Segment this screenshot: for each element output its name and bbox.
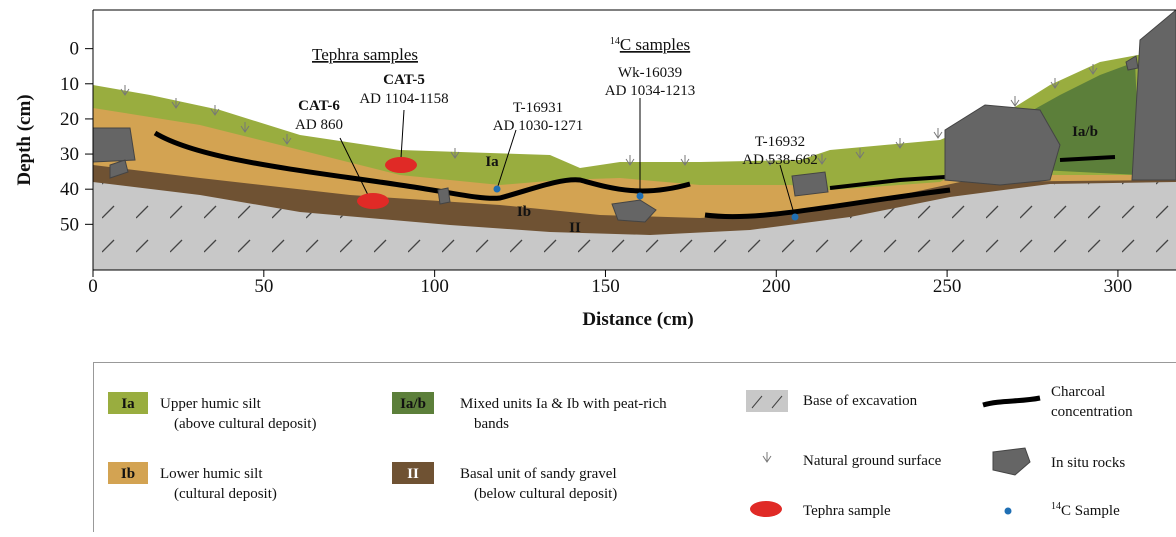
legend-text: Mixed units Ia & Ib with peat-rich	[460, 396, 667, 412]
superscript: 14	[1051, 501, 1061, 512]
x-tick-label: 250	[933, 276, 962, 297]
legend-text: Basal unit of sandy gravel	[460, 466, 617, 482]
diagram: 0 50 100 150 200 250 300 0 10 20 30 40 50 Distance (…	[0, 0, 1176, 532]
layer-label: Ia/b	[1072, 124, 1098, 140]
legend-code: Ia	[121, 396, 135, 412]
legend-code: Ib	[121, 466, 135, 482]
legend-text: Upper humic silt	[160, 396, 262, 412]
y-tick-label: 0	[70, 39, 80, 60]
layer-label: Ib	[517, 204, 531, 220]
sample-id: T-16931	[513, 100, 563, 116]
y-tick-label: 50	[60, 214, 79, 235]
tephra-sample	[357, 193, 389, 209]
x-label: Distance (cm)	[582, 309, 693, 330]
superscript: 14	[610, 36, 620, 47]
layer-label: II	[569, 220, 581, 236]
legend-text: concentration	[1051, 404, 1133, 420]
y-tick-label: 40	[60, 179, 79, 200]
x-tick-label: 100	[420, 276, 449, 297]
c14-title: 14C samples	[610, 35, 690, 54]
legend-text: (cultural deposit)	[174, 486, 277, 502]
x-tick-label: 0	[88, 276, 98, 297]
sample-date: AD 1104-1158	[359, 91, 448, 107]
y-tick-label: 20	[60, 109, 79, 130]
title: C samples	[620, 35, 690, 54]
tephra-title: Tephra samples	[312, 45, 418, 64]
y-label: Depth (cm)	[14, 94, 35, 185]
layer-label: Ia	[485, 154, 499, 170]
c14-sample	[792, 214, 799, 221]
c14-sample	[494, 186, 501, 193]
sample-date: AD 1034-1213	[605, 83, 695, 99]
x-tick-label: 300	[1104, 276, 1133, 297]
legend-text: (above cultural deposit)	[174, 416, 316, 432]
legend-text: In situ rocks	[1051, 455, 1125, 471]
y-tick-label: 10	[60, 74, 79, 95]
legend-text: Natural ground surface	[803, 453, 942, 469]
page: 0 50 100 150 200 250 300 0 10 20 30 40 50 Distance (…	[0, 0, 1176, 537]
x-tick-label: 200	[762, 276, 791, 297]
legend: Ia Upper humic silt (above cultural depos…	[94, 363, 1176, 533]
legend-text: Lower humic silt	[160, 466, 263, 482]
legend-text: Charcoal	[1051, 384, 1105, 400]
tephra-sample	[385, 157, 417, 173]
x-tick-label: 150	[591, 276, 620, 297]
sample-date: AD 538-662	[742, 152, 817, 168]
text: C Sample	[1061, 503, 1120, 519]
legend-text: bands	[474, 416, 509, 432]
sample-date: AD 860	[295, 117, 343, 133]
sample-date: AD 1030-1271	[493, 118, 583, 134]
legend-text: Tephra sample	[803, 503, 891, 519]
c14-sample	[637, 193, 644, 200]
sample-id: CAT-6	[298, 98, 340, 114]
sample-id: Wk-16039	[618, 65, 682, 81]
legend-code: Ia/b	[400, 396, 426, 412]
legend-text: 14C Sample	[1051, 501, 1120, 519]
legend-text: (below cultural deposit)	[474, 486, 617, 502]
sample-id: T-16932	[755, 134, 805, 150]
legend-code: II	[407, 466, 419, 482]
legend-text: Base of excavation	[803, 393, 918, 409]
sample-id: CAT-5	[383, 72, 425, 88]
y-tick-label: 30	[60, 144, 79, 165]
x-tick-label: 50	[254, 276, 273, 297]
